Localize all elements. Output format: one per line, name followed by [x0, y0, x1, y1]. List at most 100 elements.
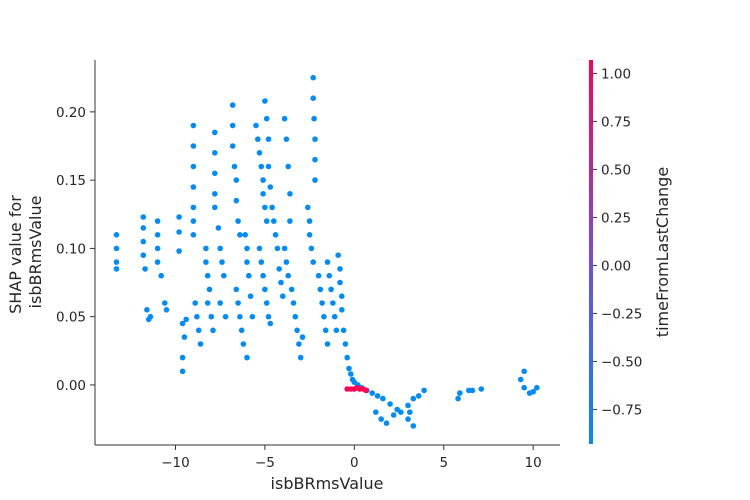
data-point: [378, 416, 385, 422]
data-point: [158, 272, 164, 279]
data-point: [324, 341, 331, 347]
data-point: [217, 245, 223, 252]
data-point: [190, 218, 197, 224]
x-axis-ticks: −10 −5 0 5 10: [161, 445, 542, 471]
data-point: [240, 341, 247, 347]
data-point: [262, 286, 268, 293]
data-point: [113, 266, 120, 272]
data-point: [274, 245, 281, 252]
colorbar-tick-label: 0.50: [601, 162, 631, 178]
data-point: [326, 272, 333, 279]
data-point: [339, 307, 345, 313]
data-point: [113, 232, 120, 238]
y-tick-label: 0.15: [56, 173, 86, 189]
data-point: [312, 156, 318, 163]
data-point: [142, 266, 148, 272]
data-point: [337, 279, 343, 286]
y-axis-label: SHAP value for isbBRmsValue: [6, 190, 45, 314]
data-point: [256, 150, 263, 156]
data-point: [269, 204, 275, 211]
y-tick-label: 0.00: [56, 378, 86, 394]
data-point: [140, 238, 147, 245]
x-tick-label: 5: [439, 455, 448, 471]
data-point: [265, 313, 272, 320]
colorbar-tick-label: −0.50: [601, 354, 642, 370]
data-point: [147, 313, 154, 320]
data-point: [469, 387, 476, 394]
data-point: [203, 245, 209, 252]
data-point: [163, 307, 170, 313]
data-point: [235, 300, 241, 306]
data-point: [179, 320, 186, 327]
data-point: [455, 395, 461, 402]
data-point: [238, 327, 245, 334]
data-point: [319, 300, 325, 306]
data-point: [144, 307, 150, 313]
data-point: [203, 259, 209, 265]
data-point: [380, 395, 386, 402]
data-point: [315, 272, 322, 279]
data-point: [256, 245, 263, 252]
data-point: [297, 354, 304, 361]
data-point: [263, 300, 270, 306]
colorbar-tick-label: 0.25: [601, 210, 631, 226]
data-point: [410, 423, 417, 429]
data-point: [337, 266, 343, 272]
x-tick-label: −5: [255, 455, 275, 471]
data-point: [140, 214, 147, 220]
data-point: [312, 136, 318, 142]
data-point: [183, 316, 189, 323]
data-point: [154, 259, 161, 265]
data-point: [339, 293, 345, 300]
data-point: [308, 245, 315, 252]
data-point: [176, 229, 182, 235]
data-point: [244, 245, 250, 252]
data-point: [283, 136, 290, 142]
data-point: [390, 412, 397, 418]
data-point: [233, 286, 240, 293]
data-point: [312, 177, 318, 183]
data-point: [322, 327, 329, 334]
data-point: [526, 390, 533, 396]
data-point: [478, 386, 485, 392]
data-point: [328, 286, 334, 293]
colorbar-tick-label: −0.25: [601, 306, 642, 322]
data-point: [333, 327, 340, 334]
data-point: [457, 390, 463, 396]
data-point: [176, 214, 182, 220]
data-point: [208, 313, 215, 320]
data-point: [140, 252, 147, 258]
data-point: [246, 272, 252, 279]
data-point: [287, 191, 293, 197]
data-point: [331, 313, 338, 320]
data-point: [306, 232, 313, 238]
data-point: [265, 136, 272, 142]
data-point: [296, 341, 302, 347]
data-point: [176, 248, 182, 254]
data-point: [271, 218, 277, 224]
data-point: [285, 163, 292, 170]
colorbar-tick-label: 0.00: [601, 258, 631, 274]
data-point: [340, 327, 347, 334]
data-point: [195, 327, 202, 334]
data-point: [342, 341, 349, 347]
data-point: [244, 354, 250, 361]
data-point: [231, 163, 238, 170]
data-point: [421, 387, 427, 394]
data-point: [258, 163, 265, 170]
data-point: [212, 150, 218, 156]
data-point: [272, 232, 279, 238]
data-point: [181, 334, 188, 340]
data-point: [204, 300, 211, 306]
data-point: [306, 218, 313, 224]
colorbar-tick-label: 0.75: [601, 114, 631, 130]
data-point: [190, 204, 197, 211]
data-point: [292, 313, 299, 320]
data-point: [179, 354, 186, 361]
data-point: [222, 313, 229, 320]
data-point: [154, 245, 161, 252]
data-point: [233, 177, 240, 183]
data-point: [221, 272, 227, 279]
data-point: [253, 122, 259, 129]
data-point: [260, 272, 266, 279]
